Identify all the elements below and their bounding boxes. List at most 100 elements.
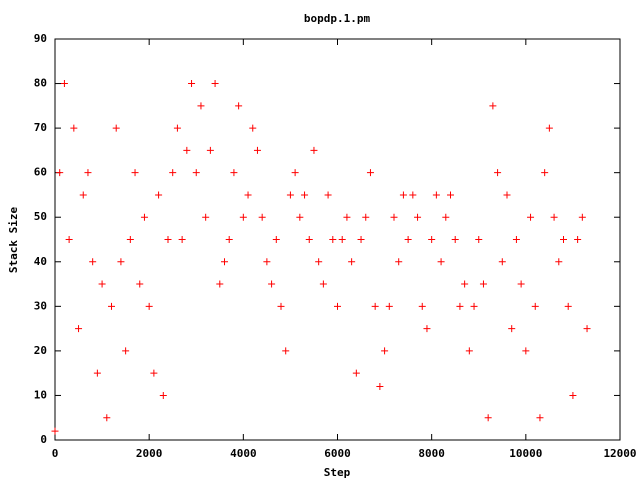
- y-tick-label: 30: [34, 299, 47, 312]
- data-point: [494, 169, 502, 177]
- x-tick-label: 12000: [603, 447, 636, 460]
- data-point: [202, 213, 210, 221]
- data-point: [428, 236, 436, 243]
- data-point: [569, 391, 577, 399]
- data-point: [522, 347, 530, 355]
- data-point: [301, 191, 309, 199]
- data-point: [268, 280, 276, 288]
- data-point: [136, 280, 144, 288]
- data-point: [352, 369, 360, 377]
- data-point: [65, 236, 73, 243]
- data-point: [122, 347, 130, 355]
- x-tick-label: 10000: [509, 447, 542, 460]
- x-tick-label: 8000: [418, 447, 445, 460]
- data-point: [249, 124, 257, 132]
- data-point: [75, 325, 83, 333]
- data-point: [437, 258, 445, 266]
- data-point: [140, 213, 148, 221]
- y-tick-label: 40: [34, 255, 47, 268]
- data-point: [531, 302, 539, 310]
- data-point: [70, 124, 78, 132]
- data-point: [447, 191, 454, 199]
- x-tick-label: 2000: [136, 447, 163, 460]
- data-point: [60, 80, 68, 88]
- data-point: [334, 302, 341, 310]
- data-point: [404, 236, 412, 243]
- data-point: [89, 258, 97, 266]
- data-point: [225, 236, 233, 243]
- data-point: [258, 213, 266, 221]
- data-point: [399, 191, 407, 199]
- data-point: [211, 80, 219, 88]
- data-point: [541, 169, 549, 177]
- data-point: [51, 427, 59, 435]
- data-point: [272, 236, 280, 243]
- data-point: [117, 258, 125, 266]
- data-point: [315, 258, 323, 266]
- chart-title: bopdp.1.pm: [304, 12, 371, 25]
- data-point: [348, 258, 356, 266]
- data-point: [479, 280, 487, 288]
- y-tick-label: 90: [34, 32, 47, 45]
- data-point: [310, 146, 318, 154]
- data-point: [235, 102, 243, 110]
- data-point: [362, 213, 370, 221]
- data-point: [286, 191, 294, 199]
- data-point: [470, 302, 478, 310]
- data-point: [173, 124, 181, 132]
- data-point: [192, 169, 200, 177]
- data-point: [550, 213, 558, 221]
- data-point: [578, 213, 586, 221]
- data-point: [98, 280, 106, 288]
- data-point: [103, 414, 111, 422]
- data-point: [371, 302, 379, 310]
- data-point: [465, 347, 473, 355]
- y-tick-label: 0: [40, 433, 47, 446]
- data-point: [442, 213, 450, 221]
- data-point: [169, 169, 177, 177]
- data-point: [221, 258, 228, 266]
- data-point: [324, 191, 332, 199]
- x-axis-label: Step: [324, 466, 351, 479]
- y-tick-label: 70: [34, 121, 47, 134]
- data-point: [564, 302, 572, 310]
- data-point: [536, 414, 544, 422]
- data-point: [432, 191, 440, 199]
- data-point: [79, 191, 87, 199]
- data-point: [451, 236, 459, 243]
- data-point: [145, 302, 153, 310]
- data-point: [93, 369, 101, 377]
- data-point: [56, 169, 64, 177]
- data-point: [296, 213, 304, 221]
- data-point: [188, 80, 196, 88]
- data-point: [230, 169, 238, 177]
- data-point: [517, 280, 525, 288]
- data-point: [319, 280, 327, 288]
- data-point: [263, 258, 271, 266]
- data-point: [414, 213, 422, 221]
- data-point: [178, 236, 186, 243]
- y-tick-label: 80: [34, 77, 47, 90]
- data-point: [508, 325, 516, 333]
- data-point: [390, 213, 398, 221]
- data-point: [253, 146, 261, 154]
- data-point: [409, 191, 417, 199]
- data-point: [498, 258, 506, 266]
- data-point: [583, 325, 591, 333]
- data-point: [159, 391, 167, 399]
- data-point: [282, 347, 290, 355]
- data-point: [423, 325, 431, 333]
- x-tick-label: 6000: [324, 447, 351, 460]
- data-point: [150, 369, 158, 377]
- data-point: [329, 236, 337, 243]
- data-point: [475, 236, 483, 243]
- data-point: [108, 302, 115, 310]
- x-tick-label: 0: [52, 447, 59, 460]
- data-point: [183, 146, 191, 154]
- data-point: [484, 414, 492, 422]
- data-point: [395, 258, 403, 266]
- data-point: [512, 236, 520, 243]
- data-point: [555, 258, 563, 266]
